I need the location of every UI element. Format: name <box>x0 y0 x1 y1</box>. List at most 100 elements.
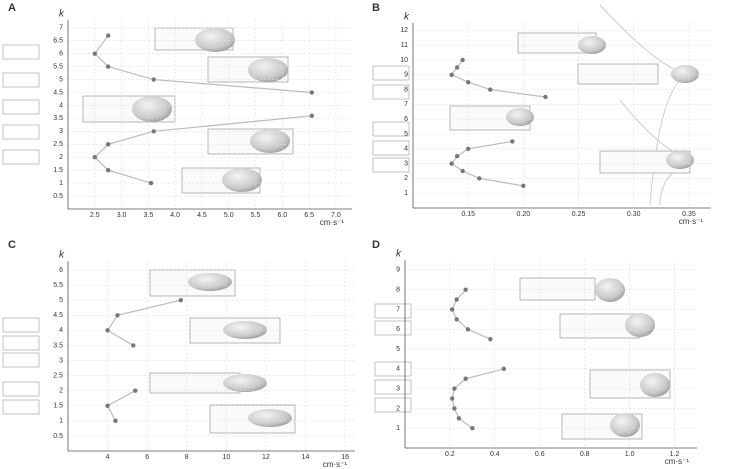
x-tick-label: 8 <box>185 454 189 461</box>
y-tick-label: 6 <box>59 51 63 58</box>
point <box>148 180 154 186</box>
point <box>151 129 156 134</box>
point <box>105 403 110 408</box>
panel-label: B <box>372 2 380 14</box>
y-tick-label: 4 <box>59 327 63 334</box>
point <box>470 426 475 431</box>
x-tick-label: 14 <box>302 454 310 461</box>
point <box>521 183 526 188</box>
x-tick-label: 7.0 <box>331 212 341 219</box>
y-tick-label: 7 <box>396 306 400 313</box>
point <box>460 168 465 174</box>
point <box>510 139 515 144</box>
x-tick-label: 16 <box>341 454 349 461</box>
y-tick-label: 10 <box>400 57 408 64</box>
panel-label: D <box>372 239 380 251</box>
x-tick-label: 0.20 <box>517 211 531 218</box>
point <box>449 396 455 401</box>
x-tick-label: 4.5 <box>197 212 207 219</box>
point <box>309 90 315 95</box>
point <box>501 366 507 372</box>
x-tick-label: 4.0 <box>170 212 180 219</box>
x-axis-label: cm·s⁻¹ <box>665 457 690 466</box>
y-tick-label: 2.5 <box>53 141 63 148</box>
y-tick-label: 4 <box>396 366 400 373</box>
x-tick-label: 10 <box>222 454 230 461</box>
y-axis-label: k <box>396 249 402 260</box>
point <box>92 155 97 160</box>
x-tick-label: 0.6 <box>535 451 545 458</box>
y-tick-label: 5 <box>404 131 408 138</box>
y-tick-label: 2 <box>396 405 400 412</box>
point <box>178 298 184 303</box>
point <box>454 65 460 70</box>
y-tick-label: 5 <box>59 76 63 83</box>
y-tick-label: 1 <box>404 190 408 197</box>
point <box>105 64 111 69</box>
x-tick-label: 6 <box>145 454 149 461</box>
x-tick-label: 12 <box>262 454 270 461</box>
point <box>105 328 110 333</box>
x-tick-label: 0.4 <box>490 451 500 458</box>
panel-label: A <box>8 2 16 14</box>
x-tick-label: 4 <box>106 454 110 461</box>
point <box>449 72 454 78</box>
y-tick-label: 5.5 <box>53 282 63 289</box>
curve <box>93 115 312 184</box>
y-tick-label: 2 <box>59 388 63 395</box>
x-tick-label: 5.0 <box>224 212 234 219</box>
panel-label: C <box>8 239 16 251</box>
x-axis-label: cm·s⁻¹ <box>323 460 348 469</box>
y-tick-label: 1 <box>396 425 400 432</box>
point <box>452 386 457 391</box>
x-tick-label: 0.8 <box>580 451 590 458</box>
point <box>460 57 465 63</box>
y-tick-label: 7 <box>404 101 408 108</box>
y-tick-label: 1.5 <box>53 167 63 174</box>
x-tick-label: 0.25 <box>572 211 586 218</box>
y-tick-label: 3.5 <box>53 342 63 349</box>
y-axis-label: k <box>59 250 65 261</box>
curve <box>450 59 546 98</box>
x-tick-label: 0.2 <box>445 451 455 458</box>
point <box>105 33 111 38</box>
y-tick-label: 4 <box>59 102 63 109</box>
y-tick-label: 3 <box>404 160 408 167</box>
point <box>454 317 459 322</box>
x-tick-label: 1.2 <box>670 451 680 458</box>
point <box>113 418 118 424</box>
x-tick-label: 0.35 <box>682 211 696 218</box>
y-tick-label: 6.5 <box>53 38 63 45</box>
y-tick-label: 3.5 <box>53 115 63 122</box>
y-tick-label: 1.5 <box>53 403 63 410</box>
point <box>463 287 468 292</box>
x-tick-label: 3.0 <box>117 212 127 219</box>
y-axis-label: k <box>59 9 65 20</box>
point <box>454 297 459 302</box>
point <box>449 307 455 312</box>
y-tick-label: 7 <box>59 25 63 32</box>
y-tick-label: 4.5 <box>53 89 63 96</box>
x-tick-label: 1.0 <box>625 451 635 458</box>
y-tick-label: 1 <box>59 418 63 425</box>
y-tick-label: 5.5 <box>53 63 63 70</box>
y-axis-label: k <box>404 12 410 23</box>
y-tick-label: 9 <box>396 267 400 274</box>
x-axis-label: cm·s⁻¹ <box>320 218 345 227</box>
insets <box>2 4 699 440</box>
x-tick-label: 3.5 <box>144 212 154 219</box>
y-tick-label: 0.5 <box>53 193 63 200</box>
y-tick-label: 12 <box>400 27 408 34</box>
point <box>454 154 460 159</box>
y-tick-label: 3 <box>396 385 400 392</box>
point <box>92 51 97 56</box>
y-tick-label: 9 <box>404 72 408 79</box>
point <box>543 94 548 100</box>
curve <box>451 289 491 340</box>
y-tick-label: 3 <box>59 357 63 364</box>
x-tick-label: 6.0 <box>277 212 287 219</box>
y-tick-label: 6 <box>59 267 63 274</box>
point <box>105 167 111 173</box>
point <box>115 313 120 318</box>
point <box>452 406 457 411</box>
